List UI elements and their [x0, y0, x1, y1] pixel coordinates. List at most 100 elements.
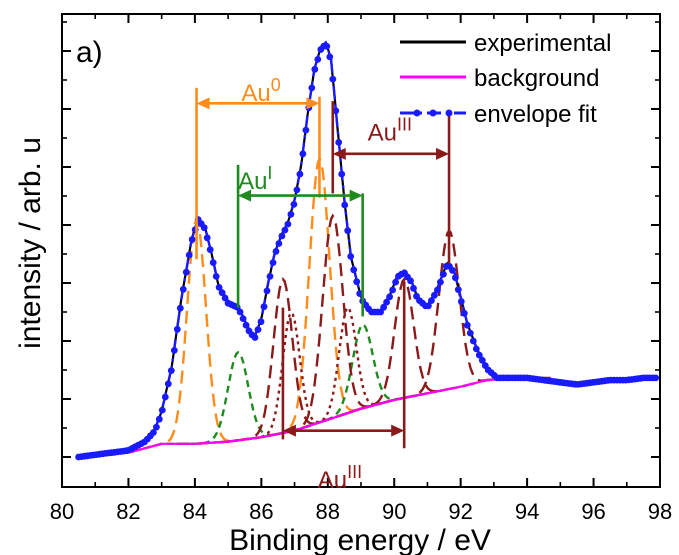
envelope-point	[209, 259, 217, 266]
envelope-point	[272, 248, 280, 255]
annotation-arrow-head	[282, 424, 296, 437]
legend-label-envelope-fit: envelope fit	[474, 101, 597, 128]
envelope-point	[251, 334, 259, 341]
component-peak-3	[256, 323, 470, 440]
envelope-point	[185, 251, 193, 259]
envelope-point	[266, 273, 274, 280]
envelope-point	[386, 293, 393, 301]
y-axis-label: intensity / arb. u	[14, 137, 47, 349]
envelope-point	[338, 170, 346, 178]
envelope-point	[290, 201, 298, 208]
x-tick-label: 86	[249, 499, 273, 524]
envelope-point	[236, 308, 244, 316]
envelope-point	[326, 53, 334, 61]
plot-area	[75, 40, 660, 461]
envelope-point	[188, 236, 196, 243]
annotation-arrow-head	[332, 147, 346, 160]
x-tick-label: 84	[183, 499, 207, 524]
axes: 80 82 84 86 88 90 92 94 96 98	[50, 13, 672, 524]
envelope-point	[329, 75, 337, 83]
envelope-point	[341, 201, 349, 209]
envelope-point	[206, 246, 214, 254]
annotation-arrow-head	[391, 424, 405, 437]
envelope-point	[454, 286, 462, 293]
envelope-point	[425, 302, 432, 310]
envelope-point	[302, 126, 310, 134]
envelope-point	[153, 423, 160, 431]
envelope-point	[350, 266, 358, 274]
envelope-point	[260, 303, 268, 311]
envelope-point	[254, 326, 262, 333]
envelope-point	[410, 284, 417, 292]
envelope-point	[170, 347, 178, 354]
envelope-point	[167, 367, 175, 374]
annotation-arrow-head	[436, 147, 450, 160]
envelope-point	[380, 303, 387, 311]
envelope-point	[332, 107, 340, 115]
envelope-point	[434, 286, 441, 294]
envelope-point	[242, 321, 250, 329]
x-tick-label: 94	[515, 499, 539, 524]
legend-label-background: background	[474, 65, 599, 92]
envelope-point	[335, 139, 343, 146]
envelope-point	[452, 274, 459, 282]
envelope-point	[323, 42, 331, 50]
envelope-point	[652, 374, 660, 382]
envelope-point	[218, 289, 226, 297]
envelope-point	[269, 259, 277, 266]
annotation-label: AuIII	[318, 462, 362, 494]
annotation-arrow-head	[238, 189, 252, 202]
x-tick-label: 82	[116, 499, 140, 524]
x-tick-label: 98	[648, 499, 672, 524]
envelope-point	[478, 356, 486, 364]
envelope-point	[203, 234, 211, 242]
envelope-point	[392, 278, 399, 286]
envelope-point	[299, 150, 307, 158]
annotation-label: AuI	[238, 163, 272, 195]
legend-marker-envelope-fit	[413, 109, 421, 117]
x-tick-label: 88	[316, 499, 340, 524]
envelope-point	[353, 278, 361, 286]
envelope-point	[311, 65, 319, 73]
envelope-point	[200, 224, 208, 232]
envelope-point	[179, 285, 187, 293]
annotation-label: Au0	[241, 75, 280, 107]
envelope-point	[239, 315, 247, 322]
envelope-point	[347, 253, 355, 260]
envelope-point	[212, 273, 220, 280]
x-tick-label: 96	[581, 499, 605, 524]
envelope-point	[308, 84, 316, 92]
envelope-point	[463, 321, 471, 329]
envelope-point	[221, 294, 229, 302]
legend-marker-envelope-fit	[429, 109, 437, 117]
legend-marker-envelope-fit	[445, 109, 453, 117]
envelope-point	[284, 220, 292, 228]
envelope-point	[164, 380, 172, 388]
envelope-point	[383, 298, 390, 306]
envelope-point	[155, 415, 163, 423]
envelope-point	[293, 186, 301, 194]
envelope-point	[161, 393, 169, 401]
envelope-point	[173, 325, 181, 333]
envelope-point	[281, 226, 289, 234]
envelope-point	[469, 337, 477, 345]
legend-label-experimental: experimental	[474, 30, 611, 57]
envelope-point	[437, 278, 444, 286]
component-peak-4	[176, 277, 390, 445]
envelope-point	[449, 266, 456, 274]
envelope-point	[314, 56, 322, 63]
envelope-point	[287, 210, 295, 218]
envelope-point	[150, 429, 157, 436]
x-tick-label: 80	[50, 499, 74, 524]
envelope-point	[475, 351, 483, 359]
envelope-point	[428, 297, 435, 304]
x-tick-label: 92	[448, 499, 472, 524]
panel-label: a)	[76, 36, 103, 69]
envelope-point	[472, 345, 480, 353]
envelope-point	[296, 170, 304, 178]
envelope-point	[278, 232, 286, 240]
envelope-point	[440, 270, 447, 278]
envelope-point	[176, 304, 184, 312]
envelope-point	[275, 240, 283, 247]
